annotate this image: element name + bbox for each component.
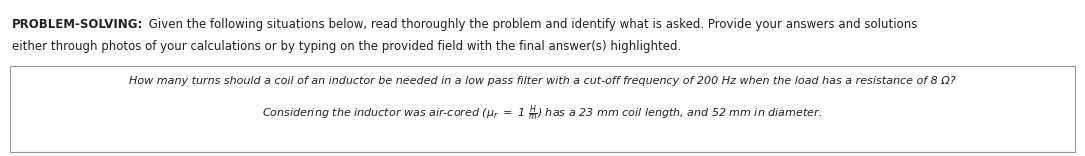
Text: Given the following situations below, read thoroughly the problem and identify w: Given the following situations below, re…	[145, 18, 918, 31]
Text: How many turns should a coil of an inductor be needed in a low pass filter with : How many turns should a coil of an induc…	[129, 76, 956, 86]
FancyBboxPatch shape	[10, 66, 1075, 152]
Text: either through photos of your calculations or by typing on the provided field wi: either through photos of your calculatio…	[12, 40, 681, 53]
Text: Considering the inductor was air-cored ($\mu_r$ $=$ 1 $\frac{H}{m}$) has a 23 mm: Considering the inductor was air-cored (…	[263, 104, 822, 124]
Text: PROBLEM-SOLVING:: PROBLEM-SOLVING:	[12, 18, 143, 31]
